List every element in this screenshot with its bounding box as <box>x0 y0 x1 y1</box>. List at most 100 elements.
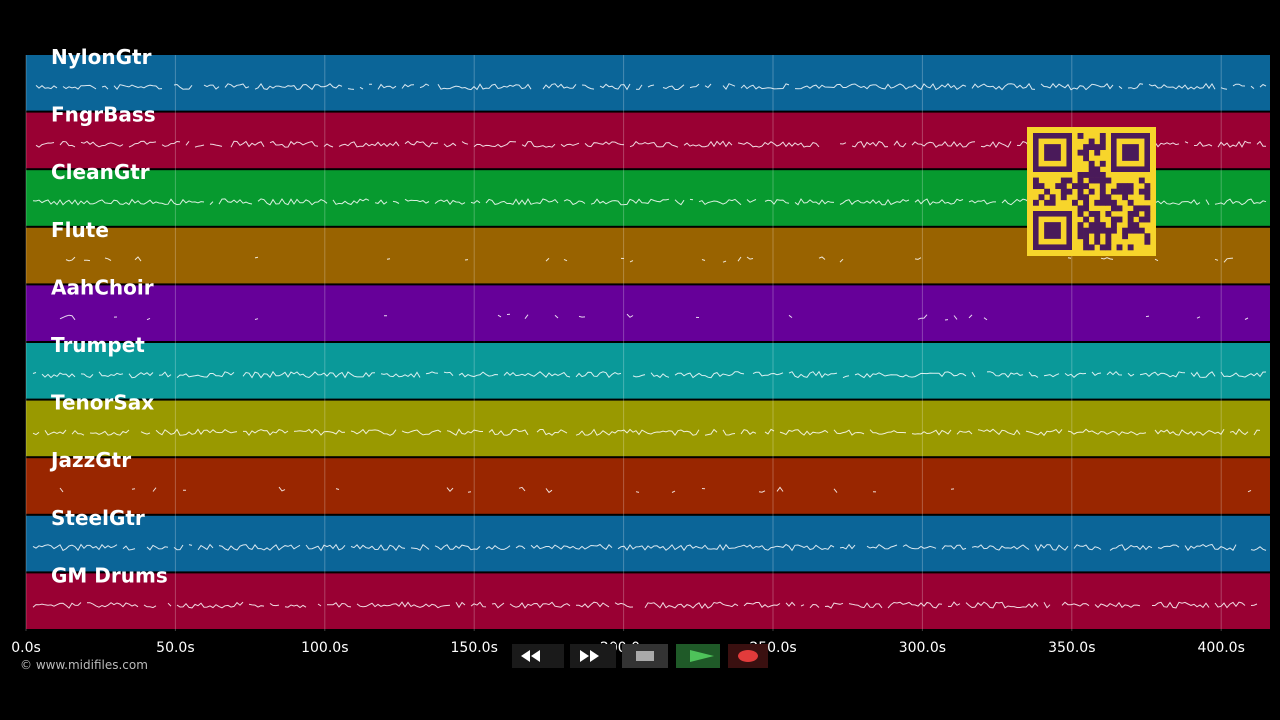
qr-cell <box>1094 233 1101 240</box>
qr-cell <box>1099 133 1106 139</box>
lane-label: NylonGtr <box>51 45 152 69</box>
qr-cell <box>1088 144 1095 151</box>
lane <box>26 55 1270 111</box>
qr-cell <box>1111 222 1117 229</box>
qr-cell <box>1099 138 1106 145</box>
qr-cell <box>1077 177 1084 184</box>
qr-cell <box>1138 177 1145 184</box>
qr-cell <box>1083 244 1090 251</box>
qr-cell <box>1099 188 1106 195</box>
qr-cell <box>1111 188 1117 195</box>
qr-cell <box>1105 227 1112 234</box>
qr-cell <box>1094 149 1101 156</box>
lane-label: Trumpet <box>51 333 145 357</box>
qr-cell <box>1105 177 1112 184</box>
qr-cell <box>1111 216 1117 223</box>
qr-cell <box>1116 183 1123 190</box>
lane <box>26 458 1270 514</box>
qr-cell <box>1077 211 1084 217</box>
qr-cell <box>1094 222 1101 229</box>
tick-label: 50.0s <box>156 640 194 656</box>
qr-cell <box>1088 177 1095 184</box>
tick-label: 300.0s <box>899 640 946 656</box>
qr-cell <box>1138 188 1145 195</box>
note-trace <box>32 543 1267 552</box>
qr-cell <box>1133 205 1140 212</box>
qr-cell <box>1144 216 1151 223</box>
qr-cell <box>1127 222 1134 229</box>
qr-cell <box>1088 138 1095 145</box>
qr-cell <box>1083 233 1090 240</box>
qr-cell <box>1088 222 1095 229</box>
qr-finder <box>1044 144 1061 161</box>
lane-label: AahChoir <box>51 275 154 299</box>
qr-cell <box>1116 205 1123 212</box>
record-button[interactable] <box>728 644 768 668</box>
forward-button[interactable] <box>570 644 616 668</box>
qr-cell <box>1033 183 1039 190</box>
qr-cell <box>1060 188 1067 195</box>
qr-cell <box>1083 205 1090 212</box>
play-button[interactable] <box>676 644 720 668</box>
qr-cell <box>1083 227 1090 234</box>
qr-cell <box>1144 211 1151 217</box>
qr-cell <box>1111 205 1117 212</box>
qr-cell <box>1094 216 1101 223</box>
lane-label: CleanGtr <box>51 160 150 184</box>
qr-cell <box>1094 166 1101 173</box>
qr-cell <box>1111 199 1117 206</box>
lane <box>26 343 1270 399</box>
rewind-button[interactable] <box>512 644 564 668</box>
qr-cell <box>1127 183 1134 190</box>
qr-cell <box>1094 211 1101 217</box>
qr-cell <box>1088 166 1095 173</box>
qr-cell <box>1049 199 1056 206</box>
qr-cell <box>1083 149 1090 156</box>
qr-cell <box>1122 183 1129 190</box>
qr-cell <box>1127 211 1134 217</box>
qr-cell <box>1099 227 1106 234</box>
qr-cell <box>1083 238 1090 245</box>
qr-cell <box>1088 188 1095 195</box>
qr-cell <box>1088 244 1095 251</box>
lane-label: FngrBass <box>51 103 156 127</box>
qr-cell <box>1077 188 1084 195</box>
qr-cell <box>1077 205 1084 212</box>
qr-cell <box>1116 244 1123 251</box>
qr-cell <box>1133 222 1140 229</box>
qr-cell <box>1105 244 1112 251</box>
qr-cell <box>1133 227 1140 234</box>
qr-cell <box>1094 227 1101 234</box>
lane <box>26 285 1270 341</box>
stop-button[interactable] <box>622 644 668 668</box>
qr-cell <box>1122 194 1129 201</box>
qr-cell <box>1116 188 1123 195</box>
qr-cell <box>1077 172 1084 178</box>
tick-label: 150.0s <box>451 640 498 656</box>
qr-cell <box>1066 177 1073 184</box>
lane <box>26 573 1270 629</box>
qr-cell <box>1077 233 1084 240</box>
qr-cell <box>1060 194 1067 201</box>
qr-cell <box>1072 183 1078 190</box>
lane-label: Flute <box>51 218 109 242</box>
qr-cell <box>1060 177 1067 184</box>
qr-cell <box>1105 211 1112 217</box>
qr-cell <box>1038 194 1045 201</box>
qr-cell <box>1083 194 1090 201</box>
qr-cell <box>1099 222 1106 229</box>
qr-cell <box>1083 172 1090 178</box>
qr-cell <box>1127 244 1134 251</box>
qr-cell <box>1099 177 1106 184</box>
qr-cell <box>1049 194 1056 201</box>
lane-label: JazzGtr <box>49 448 131 472</box>
qr-cell <box>1127 199 1134 206</box>
qr-cell <box>1066 188 1073 195</box>
qr-cell <box>1088 227 1095 234</box>
qr-cell <box>1088 211 1095 217</box>
qr-cell <box>1099 144 1106 151</box>
qr-cell <box>1094 199 1101 206</box>
qr-cell <box>1127 227 1134 234</box>
